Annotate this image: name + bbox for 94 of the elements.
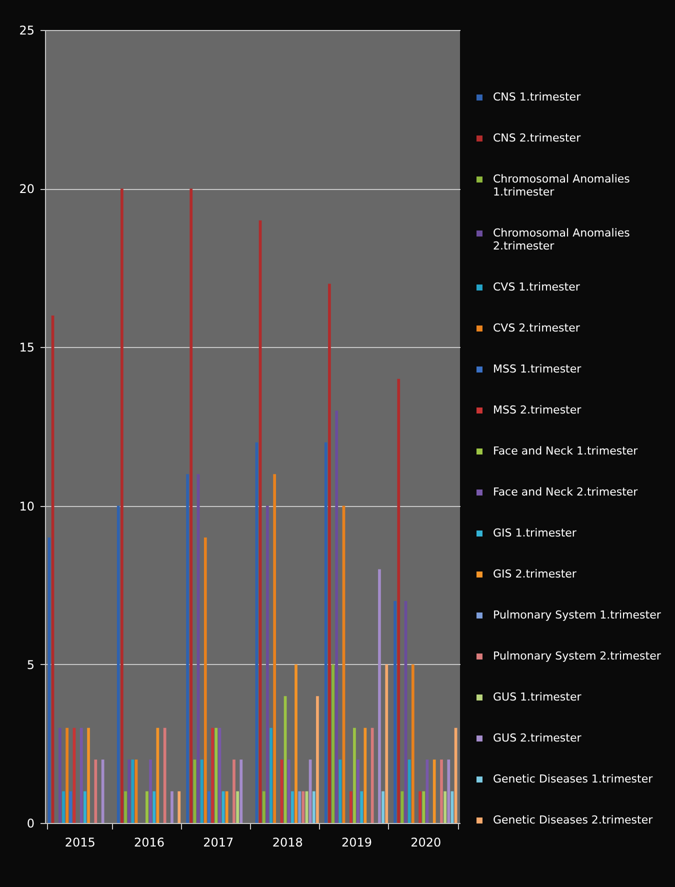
bar — [353, 728, 356, 823]
bar — [335, 410, 338, 823]
legend-label: Face and Neck 2.trimester — [493, 486, 638, 498]
x-tick-label: 2016 — [134, 836, 165, 850]
bar — [338, 760, 342, 823]
legend-label: GIS 2.trimester — [493, 568, 577, 580]
legend-label: GUS 2.trimester — [493, 732, 582, 744]
bar — [66, 728, 69, 823]
y-tick-label: 20 — [19, 182, 34, 196]
legend-label: MSS 1.trimester — [493, 362, 582, 376]
legend-label: Pulmonary System 2.trimester — [493, 650, 662, 662]
bar — [131, 760, 134, 823]
legend-label: CVS 1.trimester — [493, 280, 580, 294]
bar — [170, 791, 174, 823]
bar — [444, 791, 446, 823]
bar — [84, 791, 86, 823]
bar — [69, 791, 72, 823]
y-tick-label: 5 — [26, 658, 34, 672]
bar — [370, 728, 374, 823]
bar — [382, 791, 384, 823]
bar — [302, 791, 305, 823]
bar — [418, 791, 422, 823]
x-tick-label: 2017 — [203, 836, 234, 850]
bar — [225, 791, 228, 823]
x-tick-label: 2020 — [410, 836, 442, 850]
bar — [80, 728, 83, 823]
bar — [240, 760, 243, 823]
bar — [291, 791, 294, 823]
bar — [208, 791, 210, 823]
bar — [128, 760, 131, 823]
legend-label: Chromosomal Anomalies 1.trimester — [493, 172, 630, 198]
bar — [394, 600, 396, 823]
y-tick-label: 15 — [19, 340, 34, 355]
bar — [214, 728, 218, 823]
bar — [440, 760, 443, 823]
bar — [360, 791, 364, 823]
bar — [411, 664, 414, 823]
bar — [178, 791, 181, 823]
legend-label: Face and Neck 1.trimester — [493, 444, 638, 458]
bar — [273, 474, 276, 823]
y-tick-label: 25 — [19, 24, 34, 38]
legend-label: CNS 2.trimester — [493, 132, 582, 144]
bar — [204, 538, 207, 823]
x-tick-label: 2019 — [341, 836, 372, 850]
bar — [94, 760, 98, 823]
bar — [287, 760, 290, 823]
y-tick-label: 10 — [19, 499, 34, 514]
bar — [262, 791, 266, 823]
legend-label: CVS 2.trimester — [493, 322, 580, 334]
bar — [211, 728, 214, 823]
bar — [408, 760, 411, 823]
bar — [149, 760, 152, 823]
bar — [120, 188, 124, 823]
bar — [312, 791, 316, 823]
bar — [190, 188, 193, 823]
legend-label: Genetic Diseases 2.trimester — [493, 814, 654, 826]
bar — [87, 728, 90, 823]
bar — [385, 664, 388, 823]
bar — [332, 664, 334, 823]
bar — [316, 696, 319, 823]
legend-label: GIS 1.trimester — [493, 526, 577, 540]
bar — [422, 791, 426, 823]
bar — [62, 791, 65, 823]
bar — [58, 728, 62, 823]
legend-label: Pulmonary System 1.trimester — [493, 608, 662, 622]
bar — [324, 442, 328, 823]
bar — [163, 728, 166, 823]
bar — [232, 760, 236, 823]
bar — [447, 760, 450, 823]
bar — [432, 760, 436, 823]
x-tick-label: 2015 — [64, 836, 96, 850]
bar — [294, 664, 298, 823]
bar — [397, 378, 400, 823]
bar — [356, 760, 360, 823]
bar — [116, 506, 120, 823]
bar — [124, 791, 127, 823]
x-tick-label: 2018 — [272, 836, 303, 850]
legend-label: GUS 1.trimester — [493, 690, 582, 704]
legend-label: CNS 1.trimester — [493, 90, 582, 104]
bar — [186, 474, 189, 823]
bar — [266, 506, 269, 823]
bar — [236, 791, 239, 823]
legend-label: Chromosomal Anomalies 2.trimester — [493, 226, 630, 252]
bar — [200, 760, 204, 823]
bar — [298, 791, 302, 823]
bar — [146, 791, 148, 823]
bar — [270, 728, 272, 823]
bar — [378, 569, 381, 823]
bar — [328, 284, 331, 823]
legend-label: MSS 2.trimester — [493, 404, 582, 416]
bar — [349, 791, 352, 823]
bar — [152, 791, 156, 823]
y-tick-label: 0 — [26, 816, 34, 830]
legend-label: Genetic Diseases 1.trimester — [493, 772, 654, 786]
